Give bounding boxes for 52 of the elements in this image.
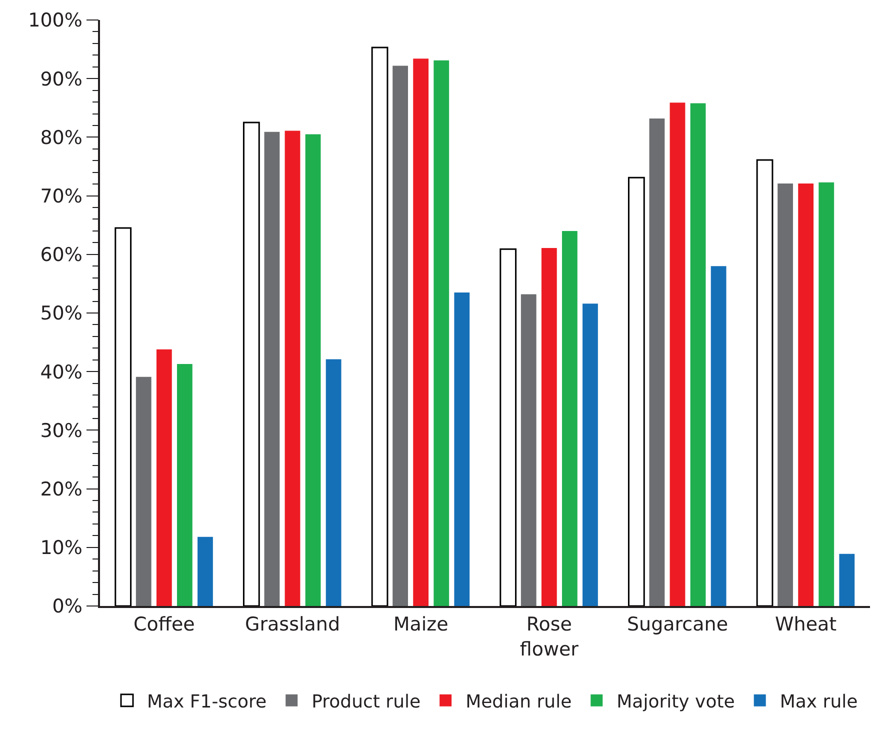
legend-label: Product rule [312, 691, 421, 712]
bar [284, 130, 300, 606]
bar [778, 183, 793, 606]
y-tick-label: 90% [40, 68, 82, 90]
bar [371, 46, 388, 606]
x-tick-label: Wheat [775, 614, 837, 636]
x-tick-label: Rose flower [520, 614, 579, 660]
y-tick-label: 80% [40, 126, 82, 149]
x-tick-label: Grassland [245, 614, 340, 636]
legend-label: Median rule [466, 691, 572, 712]
y-tick-label: 100% [28, 10, 82, 32]
y-tick-label: 70% [40, 185, 82, 208]
bar [114, 227, 132, 606]
bar [305, 134, 321, 606]
y-tick-label: 60% [40, 244, 82, 266]
bar [520, 294, 536, 606]
bar [818, 182, 834, 606]
bar [177, 364, 192, 606]
x-tick-label: Coffee [133, 614, 195, 636]
bar [670, 102, 686, 606]
x-tick-label: Maize [393, 614, 448, 636]
y-tick-label: 40% [40, 361, 82, 384]
bar [582, 304, 598, 606]
y-tick-label: 20% [40, 478, 82, 500]
bar [434, 60, 450, 606]
bar [264, 132, 280, 606]
bar [242, 122, 260, 606]
bar [392, 66, 408, 606]
bar [798, 183, 814, 606]
x-tick-label: Sugarcane [626, 614, 728, 636]
y-tick-label: 50% [40, 302, 82, 325]
bar [690, 103, 706, 606]
bar [541, 248, 557, 606]
bar [454, 292, 470, 606]
bar [710, 266, 726, 606]
legend-label: Max rule [780, 691, 858, 712]
bar [156, 349, 172, 606]
bar [326, 359, 342, 606]
bar [628, 176, 645, 606]
bar [198, 536, 213, 606]
bar [756, 159, 774, 606]
y-tick-label: 30% [40, 420, 82, 442]
legend-label: Max F1-score [147, 691, 267, 712]
y-tick-label: 10% [40, 537, 82, 560]
y-tick-label: 0% [52, 596, 82, 618]
bar [649, 118, 665, 606]
bar [500, 248, 517, 606]
bar [413, 58, 429, 606]
bar [136, 376, 152, 606]
bar [839, 554, 855, 606]
legend-label: Majority vote [616, 691, 735, 712]
bar [562, 230, 578, 606]
